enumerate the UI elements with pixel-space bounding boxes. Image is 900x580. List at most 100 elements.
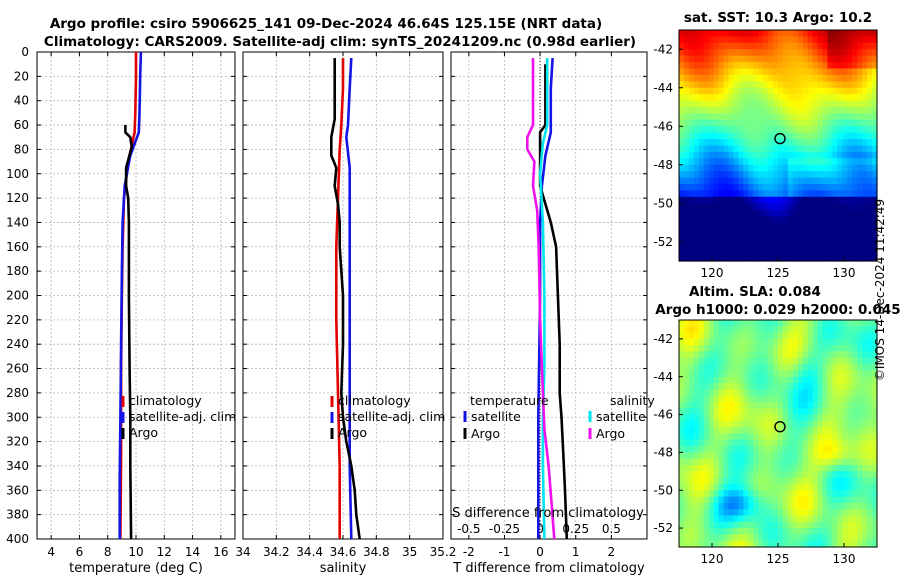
map-cell [773, 203, 779, 211]
map-cell [847, 433, 853, 441]
map-cell [728, 351, 735, 359]
map-cell [778, 216, 784, 224]
map-cell [768, 452, 774, 460]
map-cell [723, 490, 730, 498]
map-cell [872, 132, 878, 140]
map-cell [743, 49, 749, 57]
map-cell [797, 74, 804, 82]
map-cell [718, 420, 725, 428]
map-cell [817, 36, 824, 44]
map-cell [827, 216, 834, 224]
map-cell [723, 351, 730, 359]
map-cell [807, 515, 814, 523]
map-cell [867, 364, 873, 372]
map-cell [688, 471, 695, 479]
map-cell [688, 408, 695, 416]
map-cell [688, 357, 695, 365]
map-cell [768, 100, 774, 108]
map-cell [703, 42, 710, 50]
map-cell [723, 248, 730, 256]
map-cell [812, 515, 819, 523]
map-cell [807, 132, 814, 140]
map-cell [842, 81, 848, 89]
map-cell [867, 357, 873, 365]
map-cell [773, 30, 779, 38]
map-cell [738, 433, 744, 441]
map-cell [723, 81, 730, 89]
map-cell [782, 320, 789, 327]
map-cell [688, 171, 695, 179]
map-cell [817, 357, 824, 365]
map-cell [679, 490, 685, 498]
map-cell [703, 320, 710, 327]
map-cell [703, 357, 710, 365]
map-cell [718, 107, 725, 115]
map-cell [827, 190, 834, 198]
map-cell [748, 100, 754, 108]
map-cell [768, 62, 774, 70]
map-cell [862, 401, 868, 409]
map-cell [817, 119, 824, 127]
map-cell [688, 248, 695, 256]
map-cell [792, 132, 799, 140]
map-cell [703, 151, 710, 159]
map-cell [773, 107, 779, 115]
map-cell [688, 94, 695, 102]
map-cell [812, 521, 819, 529]
series-line-salinity-argo [525, 58, 556, 539]
map-cell [679, 408, 685, 416]
map-cell [758, 420, 764, 428]
map-cell [807, 145, 814, 153]
map-cell [812, 401, 819, 409]
map-cell [778, 483, 784, 491]
map-cell [748, 158, 754, 166]
map-cell [733, 235, 739, 243]
map-cell [708, 408, 715, 416]
map-cell [713, 509, 720, 517]
map-cell [773, 351, 779, 359]
map-cell [787, 534, 794, 542]
map-cell [693, 420, 700, 428]
map-cell [778, 139, 784, 147]
map-cell [748, 332, 754, 340]
map-cell [817, 502, 824, 510]
map-cell [778, 534, 784, 542]
map-cell [827, 452, 834, 460]
map-cell [802, 216, 809, 224]
map-cell [713, 433, 720, 441]
map-cell [733, 139, 739, 147]
map-cell [703, 364, 710, 372]
map-cell [733, 36, 739, 44]
map-cell [758, 228, 764, 236]
map-cell [753, 209, 759, 217]
map-cell [773, 100, 779, 108]
map-cell [718, 222, 725, 230]
map-cell [857, 171, 863, 179]
map-cell [872, 389, 878, 397]
x-tick-label: 10 [128, 545, 143, 559]
map-cell [837, 132, 843, 140]
map-cell [797, 345, 804, 353]
map-cell [872, 370, 878, 378]
map-cell [738, 30, 744, 38]
map-cell [822, 164, 829, 172]
map-cell [797, 439, 804, 447]
map-cell [842, 119, 848, 127]
map-cell [857, 55, 863, 63]
map-cell [787, 345, 794, 353]
map-cell [743, 521, 749, 529]
map-cell [753, 389, 759, 397]
map-cell [827, 203, 834, 211]
map-cell [703, 515, 710, 523]
map-cell [832, 94, 838, 102]
map-cell [763, 351, 769, 359]
map-cell [688, 515, 695, 523]
map-cell [693, 254, 700, 262]
x-axis-label: T difference from climatology [452, 561, 645, 576]
map-cell [807, 471, 814, 479]
map-cell [723, 427, 730, 435]
map-cell [679, 439, 685, 447]
map-cell [852, 534, 858, 542]
map-cell [708, 528, 715, 535]
map-cell [693, 332, 700, 340]
